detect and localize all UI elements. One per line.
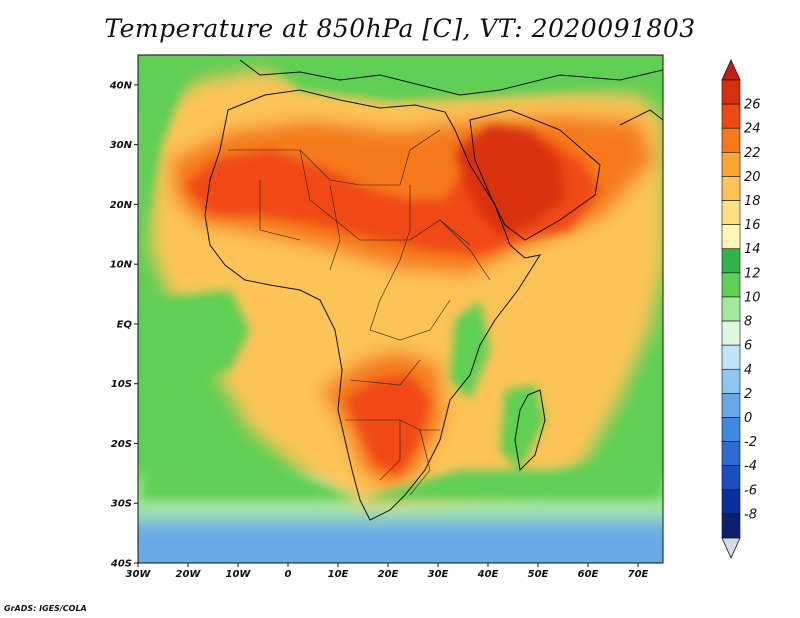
lat-tick-label: 40S [110,559,132,570]
colorbar-swatch [721,152,741,177]
cool-gulf-of-guinea [140,290,250,390]
europe-coastline [239,59,663,96]
lat-tick-label: EQ [117,319,133,330]
colorbar-label: 20 [744,170,761,185]
lon-tick-label: 10E [328,569,349,580]
extreme-arabia [455,125,565,235]
lat-tick-label: 40N [109,80,133,91]
cool-southern-coast [138,450,663,500]
colorbar-label: 18 [744,194,761,209]
colorbar-label: 14 [744,242,761,257]
colorbar-swatch [721,489,741,515]
credit-text: GrADS: IGES/COLA [4,604,87,613]
colorbar-top-arrow [721,59,741,81]
colorbar-bottom-arrow [721,537,741,559]
cool-mediterranean [270,55,640,100]
colorbar-label: -6 [744,483,757,498]
colorbar-label: 12 [744,266,761,281]
lon-tick-label: 30W [126,569,152,580]
colorbar-swatch [721,368,741,394]
map-title: Temperature at 850hPa [C], VT: 202009180… [104,14,696,43]
lat-tick-label: 20N [110,200,133,211]
cool-atlantic-west [138,60,190,240]
lon-tick-label: 20W [176,569,202,580]
very-hot-zambia-botswana [345,375,430,475]
colorbar-swatch [721,513,741,539]
colorbar-label: 26 [744,98,761,113]
colorbar-swatch [721,320,741,346]
lon-tick-label: 30E [428,569,449,580]
colorbar-label: 22 [744,146,761,161]
temperature-field [138,55,663,563]
lon-tick-label: 60E [578,569,599,580]
lat-tick-label: 10S [111,379,132,390]
lat-tick-label: 10N [110,260,133,271]
colorbar-swatch [721,176,741,201]
colorbar-label: -2 [744,435,757,450]
arabia-coastline [469,109,601,241]
colorbar-swatch [721,79,741,105]
lon-tick-label: 0 [285,569,292,580]
colorbar-swatch [721,272,741,298]
colorbar-label: 2 [744,387,752,402]
colorbar-swatch [721,248,741,274]
colorbar-label: 6 [744,339,752,354]
colorbar-swatch [721,465,741,491]
coastline-outline [204,59,663,521]
colorbar-swatch [721,344,741,370]
madagascar-coastline [514,389,546,472]
colorbar-label: 10 [744,290,761,305]
lat-tick-label: 30S [111,499,132,510]
lat-tick-label: 30N [110,140,133,151]
lat-tick-label: 20S [111,439,132,450]
colorbar-label: 16 [744,218,761,233]
india-coastline [619,109,663,126]
plot-frame [137,54,664,564]
colorbar-swatch [721,417,741,442]
lon-tick-label: 20E [378,569,399,580]
cool-east-africa-highlands [450,300,490,400]
cool-madagascar [500,385,545,470]
colorbar-label: -8 [744,507,757,522]
colorbar-swatch [721,296,741,322]
colorbar-swatch [721,224,741,250]
colorbar-label: 24 [744,122,761,137]
colorbar-swatch [721,103,741,129]
lon-tick-label: 10W [226,569,252,580]
colorbar-label: 0 [744,411,752,426]
colorbar-swatch [721,127,741,153]
lon-tick-label: 40E [477,569,499,580]
colorbar-label: 8 [744,315,752,330]
lon-tick-label: 70E [628,569,649,580]
colorbar-swatch [721,393,741,418]
colorbar-swatch [721,200,741,225]
country-borders [228,129,491,496]
colorbar-label: -4 [744,459,757,474]
lon-tick-label: 50E [528,569,549,580]
africa-coastline [204,89,542,521]
colorbar-swatch [721,441,741,466]
colorbar-label: 4 [744,363,752,378]
